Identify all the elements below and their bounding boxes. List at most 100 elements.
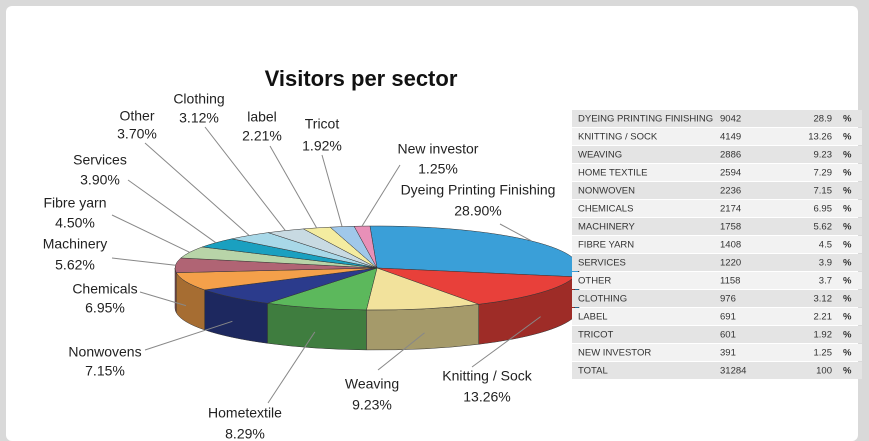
leader-line [361,164,401,227]
slice-label: Dyeing Printing Finishing [401,182,556,198]
table-cell: FIBRE YARN [578,240,634,251]
slice-side [366,304,479,351]
table-cell: % [843,348,852,359]
slice-label: New investor [398,141,479,157]
table-cell: KNITTING / SOCK [578,132,658,143]
table-cell: % [843,294,852,305]
table-row [572,164,862,181]
table-row [572,272,862,289]
slice-label: label [247,109,277,125]
table-cell: 2236 [720,186,741,197]
slice-label: Fibre yarn [43,195,106,211]
slice-value: 3.12% [179,110,219,126]
slice-value: 7.15% [85,363,125,379]
table-cell: 2.21 [814,312,833,323]
slice [353,225,378,269]
table-row [572,128,862,145]
leader-line [127,179,217,244]
slice [376,267,576,305]
chart-title: Visitors per sector [265,66,458,91]
slice-value: 13.26% [463,389,510,405]
table-cell: OTHER [578,276,611,287]
slice-value: 6.95% [85,300,125,316]
slice-side [174,267,177,313]
table-cell: % [843,330,852,341]
slice [267,267,378,311]
leader-line [267,331,316,404]
leader-line [144,320,233,351]
slice-label: Clothing [173,91,224,107]
table-row [572,254,862,271]
slice-label: Weaving [345,376,399,392]
slice-value: 1.92% [302,138,342,154]
slice-label: Nonwovens [68,344,141,360]
table-cell: DYEING PRINTING FINISHING [578,114,713,125]
table-cell: 7.29 [814,168,833,179]
table-cell: MACHINERY [578,222,635,233]
table-row [572,218,862,235]
table-cell: WEAVING [578,150,622,161]
table-cell: 7.15 [814,186,833,197]
table-cell: 2886 [720,150,741,161]
table-row [572,308,862,325]
table-cell: 1758 [720,222,741,233]
table-cell: 4.5 [819,240,832,251]
pie-labels: Dyeing Printing Finishing 28.90% Knitting … [43,91,556,441]
table-cell: % [843,240,852,251]
table-cell: 3.7 [819,276,832,287]
slice-value: 8.29% [225,426,265,441]
table-cell: % [843,312,852,323]
table-cell: 13.26 [808,132,832,143]
table-row [572,200,862,217]
table-cell: % [843,186,852,197]
table-cell: 1220 [720,258,741,269]
slice-value: 3.90% [80,172,120,188]
slice-label: Machinery [43,236,108,252]
table-cell: 391 [720,348,736,359]
table-cell: 1158 [720,276,740,287]
table-cell: 31284 [720,366,746,377]
leader-line [499,223,533,242]
leader-line [204,126,286,231]
table-cell: % [843,168,852,179]
pie [174,225,580,351]
table-row [572,344,862,361]
table-cell: % [843,132,852,143]
table-cell: LABEL [578,312,608,323]
table-row [572,146,862,163]
slice-label: Other [119,108,154,124]
table-row [572,290,862,307]
slice [366,267,479,311]
table-cell: NONWOVEN [578,186,635,197]
table-cell: 9.23 [814,150,833,161]
table-cell: 691 [720,312,736,323]
table-cell: 2174 [720,204,741,215]
table-cell: CLOTHING [578,294,627,305]
leader-line [321,154,343,227]
table-cell: 5.62 [814,222,833,233]
table-cell: 976 [720,294,736,305]
table-row [572,182,862,199]
table-cell: 1.25 [814,348,833,359]
table-cell: % [843,204,852,215]
table-cell: 28.9 [814,114,833,125]
table-cell: 1408 [720,240,741,251]
table-cell: 100 [816,366,832,377]
table-cell: 3.9 [819,258,832,269]
table-row [572,110,862,127]
slice-label: Services [73,152,127,168]
table-cell: % [843,366,852,377]
table-row [572,326,862,343]
slice-label: Knitting / Sock [442,368,532,384]
slice-value: 3.70% [117,126,157,142]
slice-value: 1.25% [418,161,458,177]
leader-line [144,142,250,236]
slice-value: 2.21% [242,128,282,144]
table-row [572,362,862,379]
table-cell: HOME TEXTILE [578,168,648,179]
slice-value: 28.90% [454,203,501,219]
leader-line [111,214,190,253]
slice-label: Hometextile [208,405,282,421]
leader-line [111,257,176,266]
